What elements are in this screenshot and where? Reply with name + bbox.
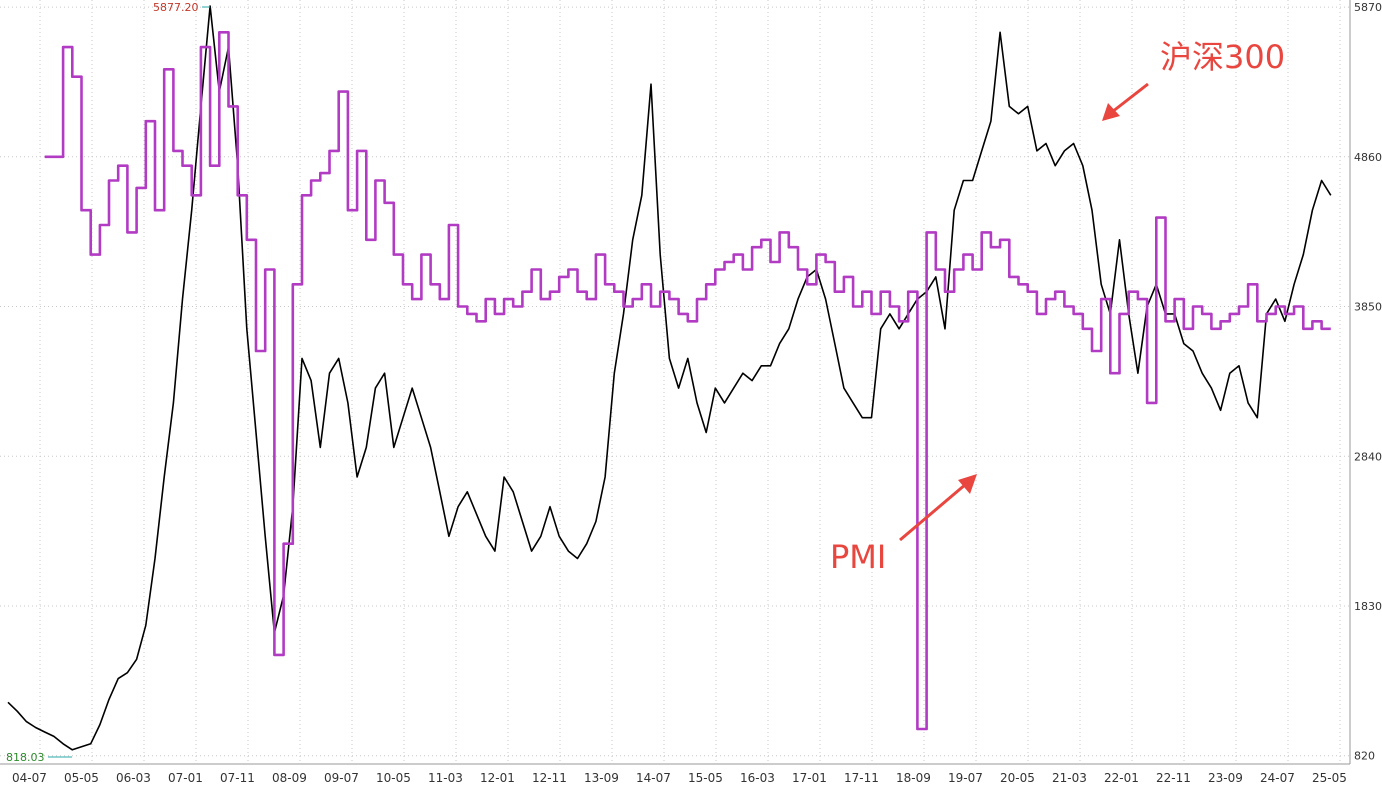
- x-tick-label: 07-01: [168, 771, 203, 785]
- min-value-label: 818.03: [6, 751, 45, 764]
- annotation-hs300-arrow: [1102, 82, 1149, 121]
- x-tick-label: 19-07: [948, 771, 983, 785]
- x-tick-label: 20-05: [1000, 771, 1035, 785]
- x-tick-label: 12-11: [532, 771, 567, 785]
- series-layer: [7, 5, 1332, 751]
- x-tick-label: 07-11: [220, 771, 255, 785]
- series-line-pmi: [44, 30, 1331, 731]
- grid-layer: [0, 0, 1351, 765]
- x-tick-label: 04-07: [12, 771, 47, 785]
- x-tick-label: 22-11: [1156, 771, 1191, 785]
- x-tick-label: 06-03: [116, 771, 151, 785]
- y-tick-label: 820: [1354, 750, 1375, 763]
- extreme-labels-layer: 5877.20 818.03: [6, 1, 211, 764]
- y-tick-label: 5870: [1354, 1, 1382, 14]
- annotation-hs300-label: 沪深300: [1160, 38, 1285, 76]
- annotations-layer: 沪深300 PMI: [830, 38, 1285, 576]
- x-tick-label: 09-07: [324, 771, 359, 785]
- y-tick-label: 1830: [1354, 600, 1382, 613]
- x-tick-label: 18-09: [896, 771, 931, 785]
- x-tick-label: 15-05: [688, 771, 723, 785]
- x-tick-label: 22-01: [1104, 771, 1139, 785]
- annotation-pmi-label: PMI: [830, 538, 886, 576]
- x-tick-label: 11-03: [428, 771, 463, 785]
- x-tick-label: 17-01: [792, 771, 827, 785]
- x-tick-label: 08-09: [272, 771, 307, 785]
- x-tick-label: 14-07: [636, 771, 671, 785]
- x-tick-label: 21-03: [1052, 771, 1087, 785]
- x-tick-label: 17-11: [844, 771, 879, 785]
- x-tick-label: 13-09: [584, 771, 619, 785]
- x-tick-label: 16-03: [740, 771, 775, 785]
- tick-labels-layer: 5870 4860 3850 2840 1830 820 04-07 05-05 06-03 07…: [12, 1, 1382, 785]
- x-tick-label: 05-05: [64, 771, 99, 785]
- annotation-pmi-arrow: [899, 474, 977, 542]
- max-value-label: 5877.20: [153, 1, 199, 14]
- x-tick-label: 12-01: [480, 771, 515, 785]
- y-tick-label: 4860: [1354, 151, 1382, 164]
- x-tick-label: 10-05: [376, 771, 411, 785]
- x-tick-label: 25-05: [1312, 771, 1347, 785]
- x-tick-label: 23-09: [1208, 771, 1243, 785]
- x-tick-label: 24-07: [1260, 771, 1295, 785]
- y-tick-label: 2840: [1354, 450, 1382, 463]
- y-tick-label: 3850: [1354, 301, 1382, 314]
